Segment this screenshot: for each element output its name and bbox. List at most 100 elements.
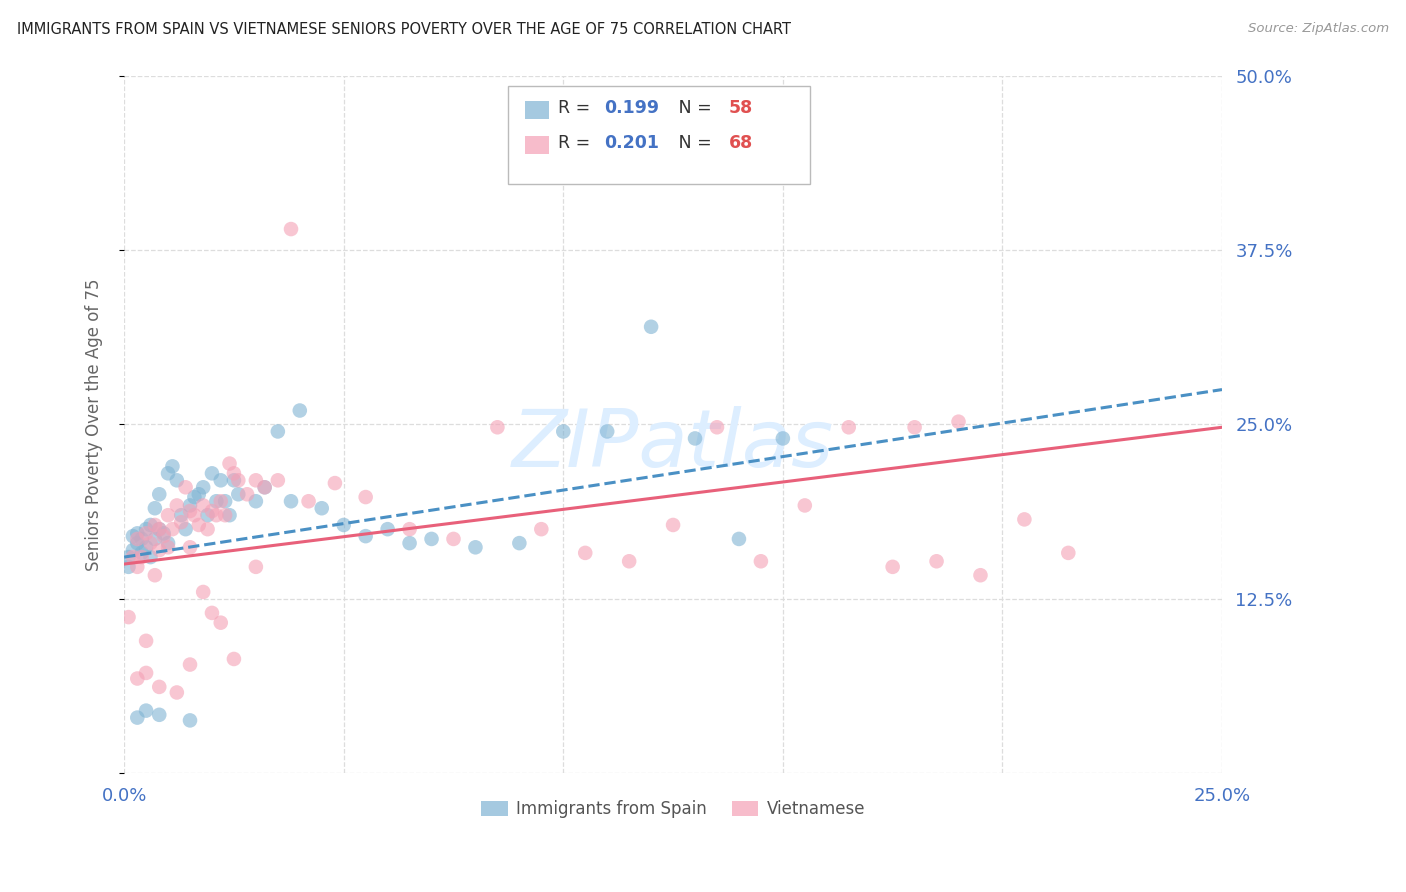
Point [162,459,184,474]
Point [174,522,197,536]
Point [245,559,267,574]
Point [420,532,443,546]
Point [222,652,245,666]
Text: 68: 68 [730,134,754,152]
Y-axis label: Seniors Poverty Over the Age of 75: Seniors Poverty Over the Age of 75 [86,278,103,571]
Point [193,585,215,599]
Point [187,518,209,533]
Point [183,508,205,523]
Point [157,541,180,555]
Point [127,536,149,550]
Point [131,546,153,560]
Point [253,480,276,494]
Point [179,714,201,728]
Point [209,473,232,487]
Point [683,432,706,446]
Point [948,415,970,429]
Point [135,541,157,555]
Point [148,522,170,536]
FancyBboxPatch shape [524,136,548,153]
Text: Source: ZipAtlas.com: Source: ZipAtlas.com [1249,22,1389,36]
Point [772,432,794,446]
Text: R =: R = [558,134,596,152]
Point [122,543,145,558]
Point [596,425,619,439]
Point [793,499,815,513]
Point [1014,512,1036,526]
Text: ZIPatlas: ZIPatlas [512,407,834,484]
Point [117,559,139,574]
Point [267,425,290,439]
Point [253,480,276,494]
Text: N =: N = [662,134,717,152]
Point [354,490,377,504]
Point [925,554,948,568]
Point [157,467,180,481]
Point [143,501,166,516]
Point [179,504,201,518]
Point [139,550,162,565]
Point [323,476,346,491]
Point [969,568,991,582]
Point [117,610,139,624]
Point [311,501,333,516]
Text: R =: R = [558,99,596,117]
Point [1057,546,1080,560]
Point [222,473,245,487]
Text: 58: 58 [730,99,754,117]
Point [205,508,228,523]
Point [205,494,228,508]
Point [122,550,145,565]
Point [267,473,290,487]
Point [117,550,139,565]
Point [218,457,240,471]
Point [135,522,157,536]
Point [135,526,157,541]
Text: 0.201: 0.201 [605,134,659,152]
Point [170,508,193,523]
Text: N =: N = [662,99,717,117]
Point [174,480,197,494]
Point [139,518,162,533]
Point [398,522,420,536]
Point [135,633,157,648]
Point [166,499,188,513]
Point [214,508,236,523]
Legend: Immigrants from Spain, Vietnamese: Immigrants from Spain, Vietnamese [474,793,872,824]
Point [187,487,209,501]
Point [236,487,259,501]
Point [882,559,904,574]
Point [131,532,153,546]
FancyBboxPatch shape [524,101,548,119]
Point [508,536,530,550]
Point [728,532,751,546]
Point [332,518,354,533]
Point [127,710,149,724]
Point [749,554,772,568]
Point [443,532,465,546]
Point [574,546,596,560]
Point [127,532,149,546]
Point [245,494,267,508]
Point [179,541,201,555]
Point [193,499,215,513]
Point [152,529,174,543]
Point [197,508,219,523]
Point [127,559,149,574]
Point [143,518,166,533]
Point [143,532,166,546]
Point [170,515,193,529]
Point [127,672,149,686]
Point [193,480,215,494]
Point [218,508,240,523]
Point [904,420,927,434]
Point [183,490,205,504]
Point [148,707,170,722]
Point [617,554,640,568]
Point [197,522,219,536]
Point [148,680,170,694]
Point [280,494,302,508]
Point [162,522,184,536]
Point [553,425,575,439]
Point [148,543,170,558]
